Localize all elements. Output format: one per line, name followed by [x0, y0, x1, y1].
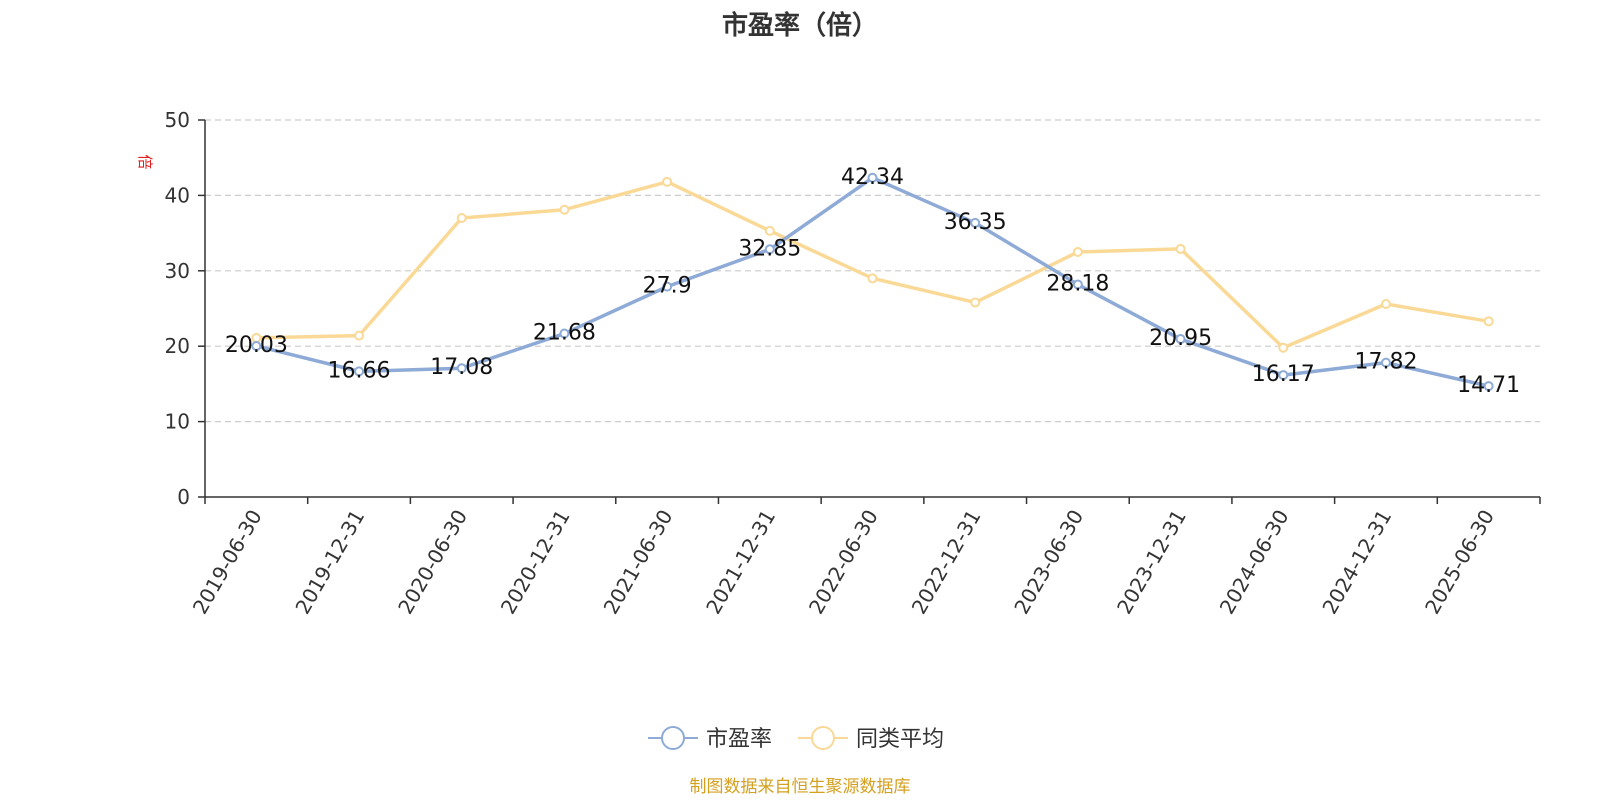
- data-point: [867, 273, 878, 284]
- data-point: [970, 297, 981, 308]
- data-label: 17.82: [1354, 350, 1417, 375]
- data-point: [456, 213, 467, 224]
- data-label: 16.66: [328, 358, 391, 383]
- x-tick-label: 2021-06-30: [599, 506, 678, 619]
- data-point: [1175, 243, 1186, 254]
- data-point: [1380, 357, 1391, 368]
- x-tick-label: 2022-12-31: [907, 506, 986, 619]
- series-layer: [251, 172, 1494, 392]
- grid-lines: [205, 119, 1540, 423]
- data-point: [764, 244, 775, 255]
- x-tick-label: 2024-06-30: [1215, 506, 1294, 619]
- data-label: 28.18: [1046, 272, 1109, 297]
- data-point: [251, 340, 262, 351]
- legend-label: 市盈率: [706, 727, 772, 752]
- x-tick-label: 2021-12-31: [701, 506, 780, 619]
- data-point: [1175, 334, 1186, 345]
- data-label: 42.34: [841, 165, 904, 190]
- y-tick-label: 40: [165, 183, 190, 207]
- data-point: [970, 217, 981, 228]
- data-label: 21.68: [533, 321, 596, 346]
- data-point: [1072, 246, 1083, 257]
- data-point: [456, 363, 467, 374]
- data-label: 20.03: [225, 333, 288, 358]
- legend-label: 同类平均: [856, 727, 944, 752]
- data-point: [662, 176, 673, 187]
- data-label: 17.08: [430, 355, 493, 380]
- data-point: [1278, 342, 1289, 353]
- data-label: 16.17: [1252, 362, 1315, 387]
- x-tick-label: 2022-06-30: [804, 506, 883, 619]
- data-label: 32.85: [738, 236, 801, 261]
- y-tick-label: 0: [177, 485, 190, 509]
- x-tick-label: 2019-06-30: [188, 506, 267, 619]
- y-axis-unit-label: 倍: [136, 154, 154, 169]
- x-tick-label: 2019-12-31: [290, 506, 369, 619]
- y-tick-label: 30: [165, 259, 190, 283]
- x-tick-label: 2023-06-30: [1009, 506, 1088, 619]
- data-point: [867, 172, 878, 183]
- data-point: [354, 330, 365, 341]
- data-labels-layer: 20.03 16.66 17.08 21.68 27.9 32.85 42.34 36.35 2…: [225, 165, 1520, 398]
- y-tick-label: 50: [165, 108, 190, 132]
- data-point: [559, 328, 570, 339]
- data-point: [1483, 316, 1494, 327]
- data-point: [662, 281, 673, 292]
- data-point: [1380, 298, 1391, 309]
- x-tick-label: 2020-12-31: [496, 506, 575, 619]
- data-point: [1072, 279, 1083, 290]
- chart-title: 市盈率（倍）: [722, 10, 878, 41]
- data-label: 14.71: [1457, 373, 1520, 398]
- data-point: [559, 204, 570, 215]
- x-tick-label: 2025-06-30: [1420, 506, 1499, 619]
- legend-marker: [661, 726, 685, 750]
- x-tick-label: 2020-06-30: [393, 506, 472, 619]
- legend: 市盈率 同类平均: [648, 726, 944, 752]
- data-point: [1278, 370, 1289, 381]
- y-tick-label: 20: [165, 334, 190, 358]
- data-point: [764, 225, 775, 236]
- data-label: 36.35: [944, 210, 1007, 235]
- data-point: [354, 366, 365, 377]
- data-label: 20.95: [1149, 326, 1212, 351]
- data-label: 27.9: [643, 274, 692, 299]
- x-tick-label: 2024-12-31: [1317, 506, 1396, 619]
- data-source-note: 制图数据来自恒生聚源数据库: [690, 777, 911, 797]
- legend-marker: [811, 726, 835, 750]
- y-tick-label: 10: [165, 410, 190, 434]
- x-tick-label: 2023-12-31: [1112, 506, 1191, 619]
- data-point: [1483, 381, 1494, 392]
- series-line-peer-average: [256, 180, 1489, 350]
